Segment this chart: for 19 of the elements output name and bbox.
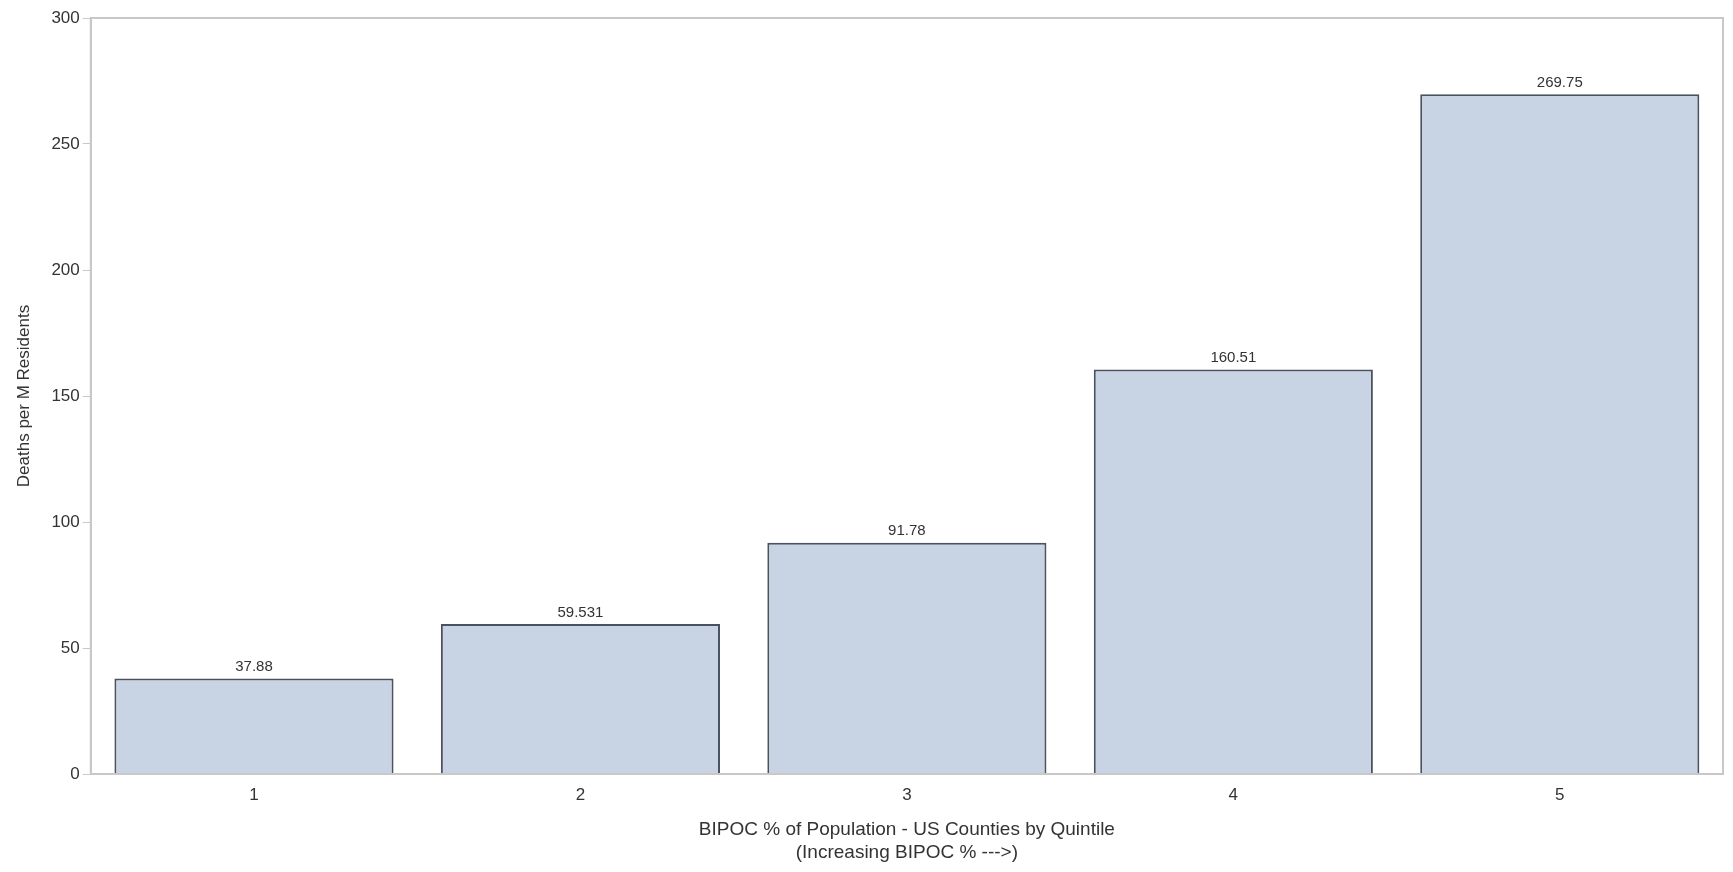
data-label: 91.78 <box>888 521 926 539</box>
x-tick-label: 5 <box>1555 784 1565 804</box>
data-label: 37.88 <box>235 657 273 675</box>
x-tick-label: 2 <box>575 784 586 804</box>
x-tick-label: 4 <box>1228 784 1239 804</box>
x-axis-title: BIPOC % of Population - US Counties by Quintile (Increasing BIPOC % --->) <box>698 818 1115 862</box>
y-tick-label: 0 <box>70 763 80 783</box>
y-tick-label: 50 <box>60 637 80 657</box>
x-tick-label: 1 <box>249 784 259 804</box>
x-tick-label: 3 <box>902 784 912 804</box>
y-tick-label: 250 <box>51 133 80 153</box>
y-tick-label: 100 <box>51 511 80 531</box>
y-tick-label: 150 <box>51 385 80 405</box>
data-label: 160.51 <box>1210 348 1257 366</box>
y-tick-label: 200 <box>51 259 80 279</box>
y-tick-label: 300 <box>51 7 80 27</box>
y-axis-title: Deaths per M Residents <box>13 304 33 488</box>
data-label: 269.75 <box>1536 72 1583 90</box>
data-label: 59.531 <box>557 602 604 620</box>
